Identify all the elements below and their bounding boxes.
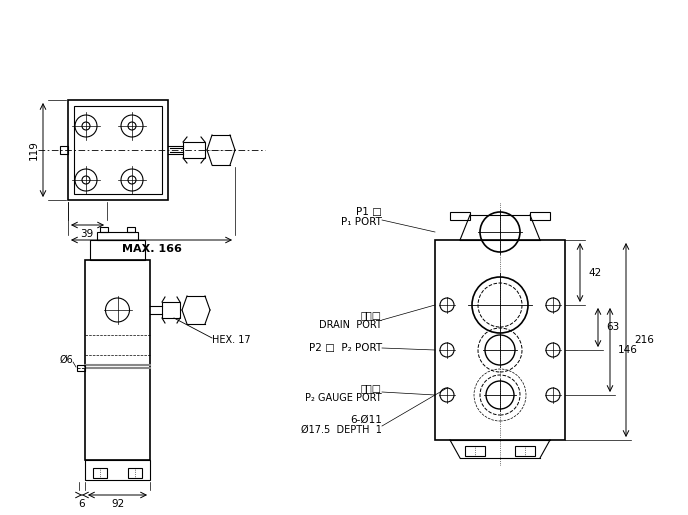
Bar	[68, 100, 168, 200]
Bar	[183, 142, 205, 158]
Bar	[450, 212, 470, 220]
Text: DRAIN  PORT: DRAIN PORT	[319, 320, 382, 330]
Text: P1 □: P1 □	[356, 207, 382, 217]
Bar	[100, 227, 108, 232]
Text: MAX. 166: MAX. 166	[122, 244, 182, 254]
Bar	[90, 240, 145, 260]
Text: P₂ GAUGE PORT: P₂ GAUGE PORT	[305, 393, 382, 403]
Bar	[128, 468, 142, 478]
Bar	[85, 460, 150, 480]
Polygon shape	[450, 440, 550, 458]
Text: 119: 119	[29, 140, 39, 160]
Text: P2 □  P₂ PORT: P2 □ P₂ PORT	[309, 343, 382, 353]
Bar	[77, 365, 85, 371]
Text: 測壓□: 測壓□	[361, 383, 382, 393]
Text: 63: 63	[606, 322, 619, 333]
Bar	[127, 227, 135, 232]
Text: 42: 42	[588, 267, 601, 278]
Bar	[515, 446, 535, 456]
Polygon shape	[207, 150, 235, 165]
Bar	[162, 302, 180, 318]
Text: Ø17.5  DEPTH  1: Ø17.5 DEPTH 1	[301, 425, 382, 435]
Bar	[93, 468, 107, 478]
Bar	[74, 106, 162, 194]
Polygon shape	[207, 135, 235, 150]
Bar	[530, 212, 550, 220]
Text: 6-Ø11: 6-Ø11	[350, 415, 382, 425]
Text: P₁ PORT: P₁ PORT	[341, 217, 382, 227]
Text: 6: 6	[78, 499, 85, 509]
Text: Ø6: Ø6	[59, 355, 73, 365]
Text: 92: 92	[111, 499, 124, 509]
Text: 渫流□: 渫流□	[361, 310, 382, 320]
Bar	[465, 446, 485, 456]
Text: 39: 39	[80, 229, 94, 239]
Bar	[60, 146, 68, 154]
Text: HEX. 17: HEX. 17	[212, 335, 250, 345]
Polygon shape	[460, 215, 540, 240]
Text: 216: 216	[634, 335, 654, 345]
Bar	[97, 232, 138, 240]
Bar	[435, 240, 565, 440]
Text: 146: 146	[618, 345, 638, 355]
Bar	[85, 260, 150, 460]
